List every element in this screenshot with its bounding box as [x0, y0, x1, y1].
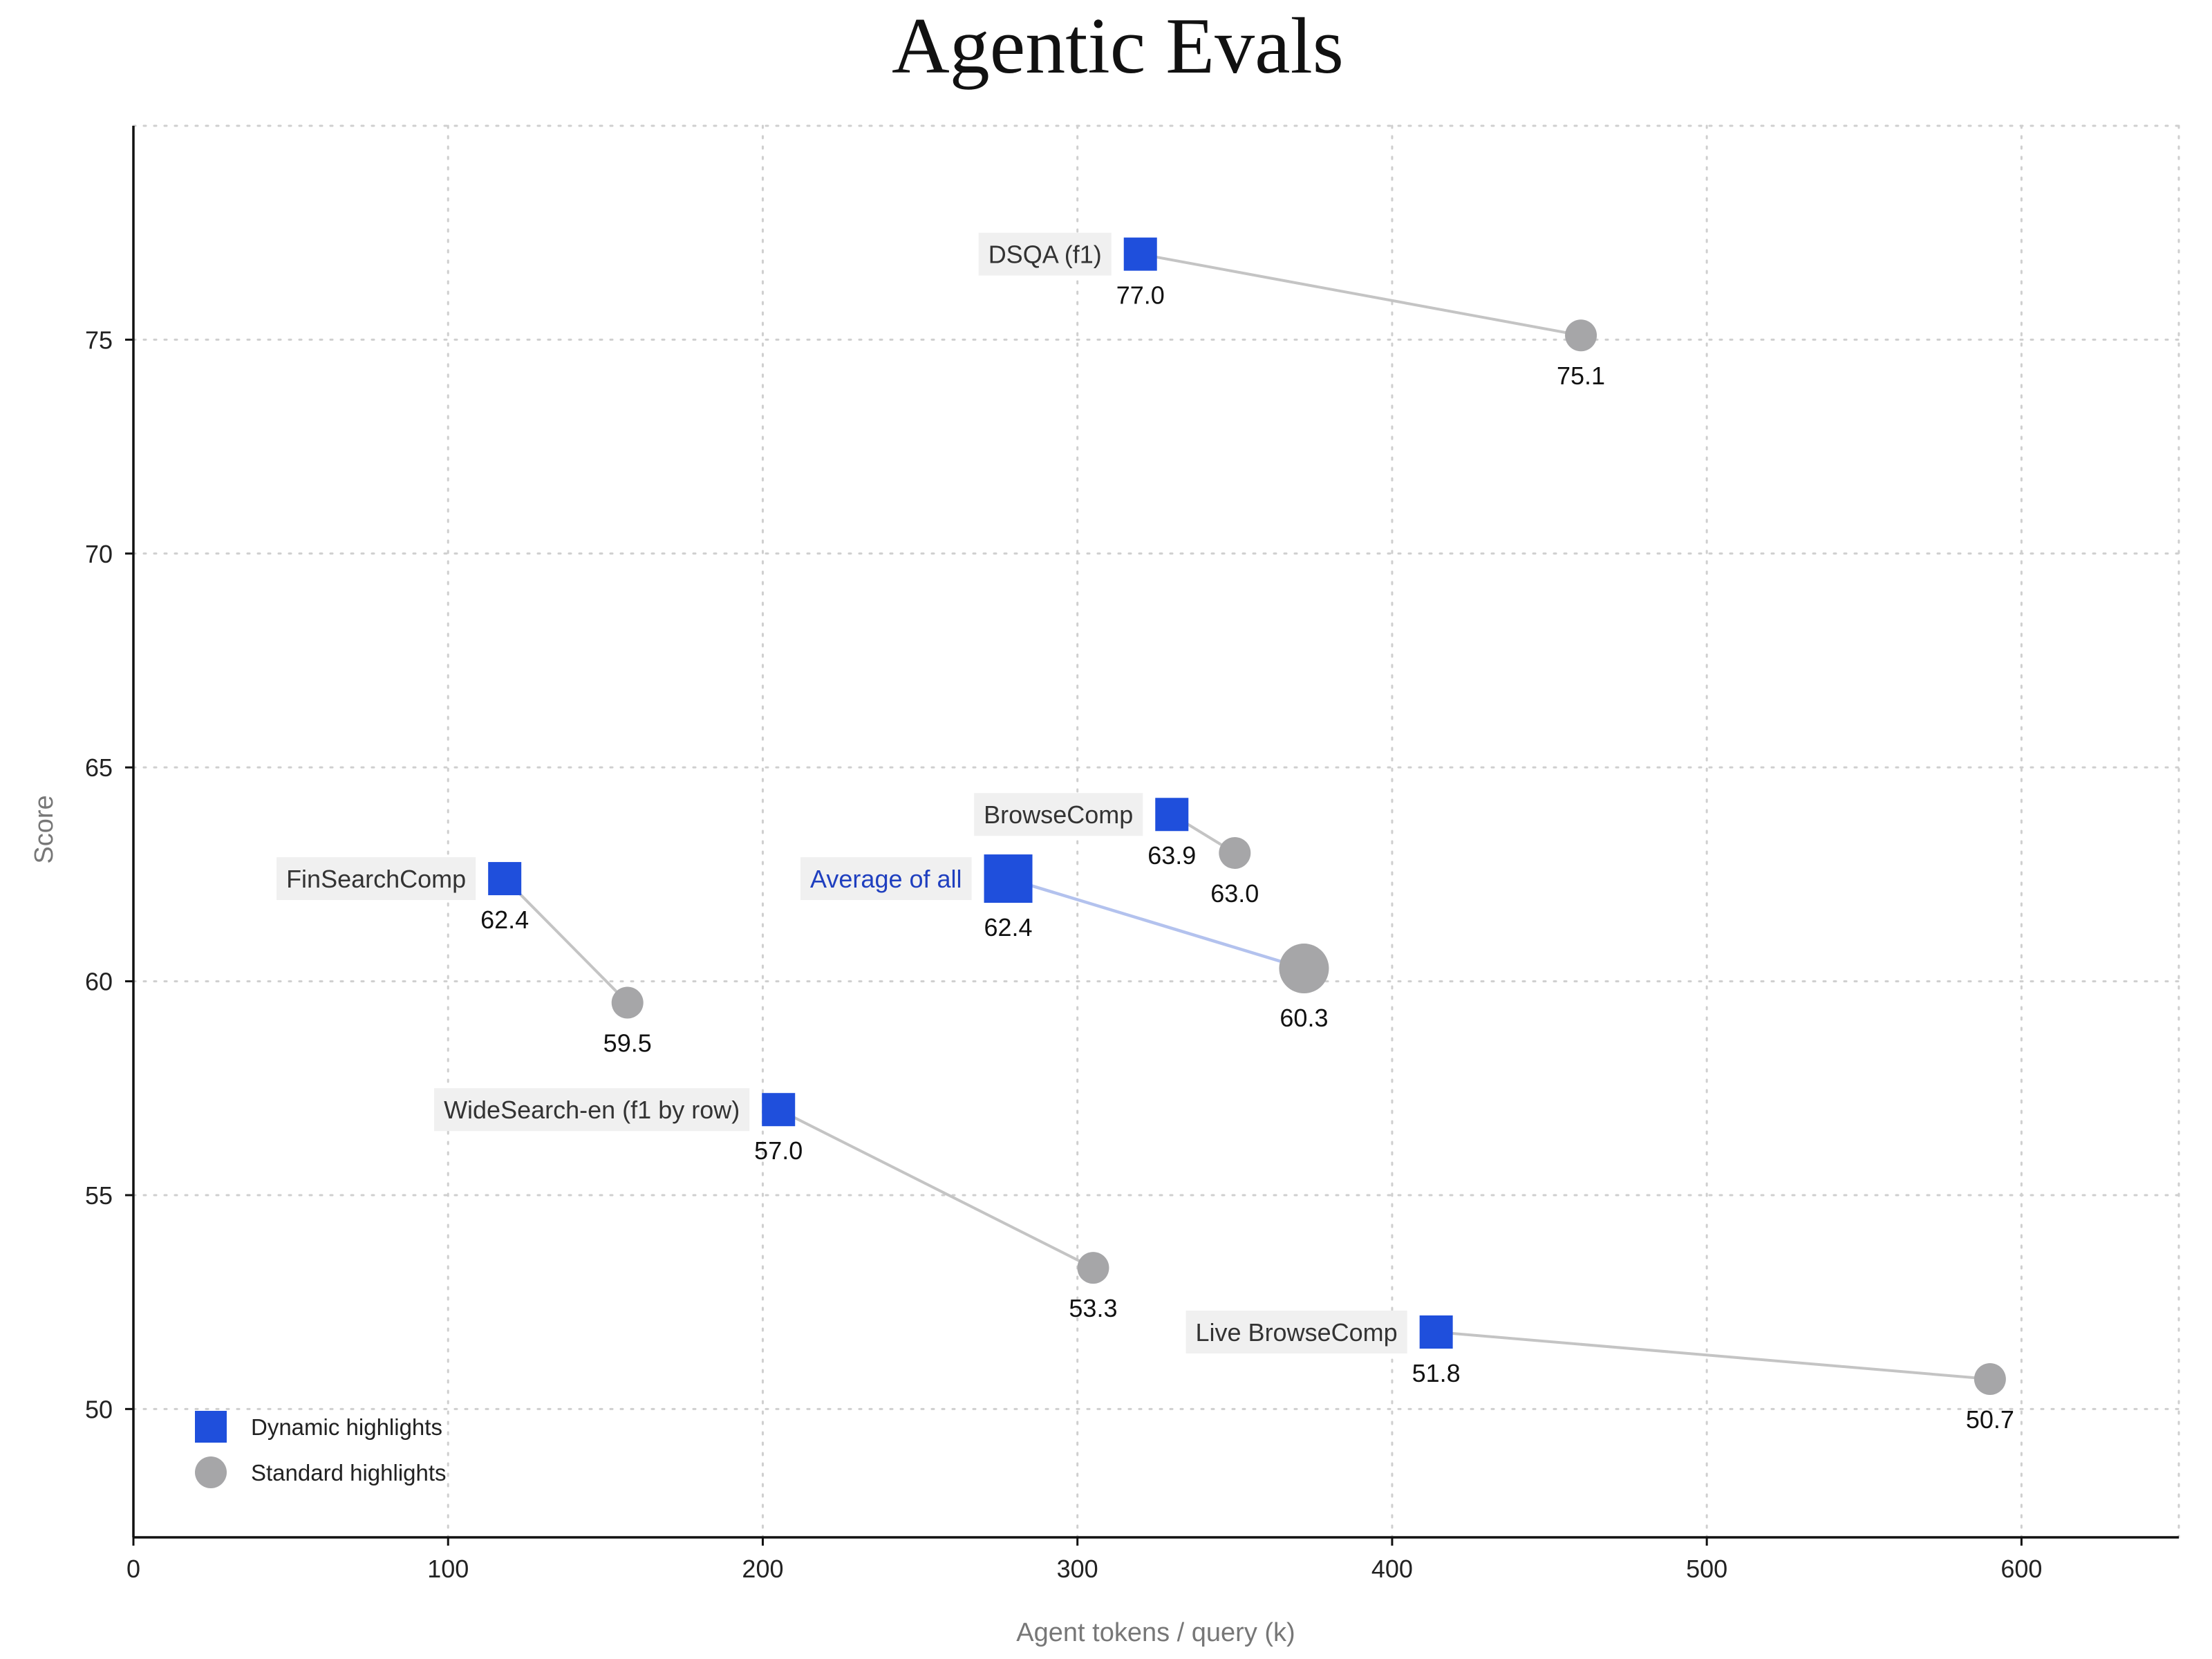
- connector-line: [778, 1108, 1094, 1269]
- dynamic-value-label: 57.0: [754, 1136, 803, 1165]
- x-tick-label: 500: [1686, 1555, 1727, 1583]
- value-labels: 77.0 75.1 63.9 63.0 62.4 59.5 62.4 60.3 57.0 53.3…: [480, 281, 2014, 1434]
- x-tick-label: 200: [742, 1555, 783, 1583]
- y-tick-label: 75: [85, 326, 113, 354]
- standard-value-label: 63.0: [1210, 879, 1259, 908]
- standard-value-label: 59.5: [603, 1029, 652, 1058]
- standard-point: [1974, 1363, 2006, 1396]
- y-tick-label: 55: [85, 1181, 113, 1210]
- benchmark-label-background: [974, 793, 1143, 836]
- dynamic-value-label: 51.8: [1412, 1359, 1461, 1387]
- legend: Dynamic highlights Standard highlights: [195, 1411, 447, 1488]
- benchmark-label-background: [1185, 1310, 1407, 1353]
- axes: 0 100 200 300 400 500 600 50 55 60 65 70 75: [85, 126, 2179, 1583]
- benchmark-label: WideSearch-en (f1 by row): [444, 1096, 740, 1124]
- standard-value-label: 53.3: [1069, 1294, 1117, 1322]
- dynamic-point: [762, 1093, 796, 1127]
- standard-value-label: 50.7: [1966, 1405, 2014, 1434]
- x-tick-label: 300: [1057, 1555, 1098, 1583]
- benchmark-label-background: [800, 857, 972, 901]
- connector-lines: [503, 252, 1991, 1381]
- dynamic-value-label: 77.0: [1116, 281, 1165, 310]
- y-axis-label: Score: [30, 795, 59, 863]
- dynamic-point: [1123, 237, 1157, 271]
- benchmark-labels: DSQA (f1) BrowseComp FinSearchComp Average …: [276, 232, 1407, 1353]
- y-tick-label: 65: [85, 753, 113, 782]
- benchmark-label: BrowseComp: [984, 800, 1133, 829]
- x-axis-label: Agent tokens / query (k): [1016, 1618, 1295, 1647]
- data-points: [488, 237, 2006, 1396]
- benchmark-label: Average of all: [810, 865, 962, 893]
- dynamic-point: [1419, 1315, 1453, 1349]
- dynamic-point: [984, 854, 1033, 903]
- standard-point: [1279, 944, 1329, 994]
- chart-title: Agentic Evals: [892, 2, 1344, 91]
- legend-dynamic-label: Dynamic highlights: [251, 1414, 442, 1440]
- x-tick-label: 100: [427, 1555, 469, 1583]
- dynamic-value-label: 62.4: [984, 913, 1033, 941]
- legend-standard-label: Standard highlights: [251, 1460, 447, 1485]
- standard-point: [1219, 836, 1251, 869]
- x-tick-label: 400: [1371, 1555, 1413, 1583]
- legend-dynamic-marker: [195, 1411, 227, 1443]
- x-tick-label: 0: [126, 1555, 140, 1583]
- dynamic-value-label: 63.9: [1147, 841, 1196, 870]
- connector-line: [503, 877, 629, 1004]
- connector-line: [1140, 252, 1582, 337]
- x-tick-label: 600: [2000, 1555, 2042, 1583]
- y-tick-label: 60: [85, 968, 113, 996]
- connector-line: [1007, 877, 1305, 971]
- dynamic-value-label: 62.4: [480, 906, 529, 934]
- dynamic-point: [488, 862, 522, 896]
- connector-line: [1436, 1330, 1991, 1381]
- benchmark-label-background: [434, 1088, 750, 1132]
- benchmark-label: FinSearchComp: [286, 865, 466, 893]
- benchmark-label: DSQA (f1): [988, 241, 1102, 269]
- legend-standard-marker: [195, 1456, 227, 1488]
- standard-point: [611, 986, 644, 1019]
- standard-value-label: 60.3: [1280, 1004, 1328, 1032]
- benchmark-label: Live BrowseComp: [1196, 1318, 1398, 1347]
- grid: [132, 124, 2180, 1539]
- dynamic-point: [1155, 798, 1189, 832]
- y-tick-label: 50: [85, 1395, 113, 1423]
- benchmark-label-background: [276, 857, 476, 901]
- standard-point: [1077, 1252, 1109, 1284]
- standard-point: [1565, 319, 1597, 352]
- benchmark-label-background: [978, 232, 1112, 276]
- y-tick-label: 70: [85, 540, 113, 568]
- standard-value-label: 75.1: [1557, 362, 1605, 390]
